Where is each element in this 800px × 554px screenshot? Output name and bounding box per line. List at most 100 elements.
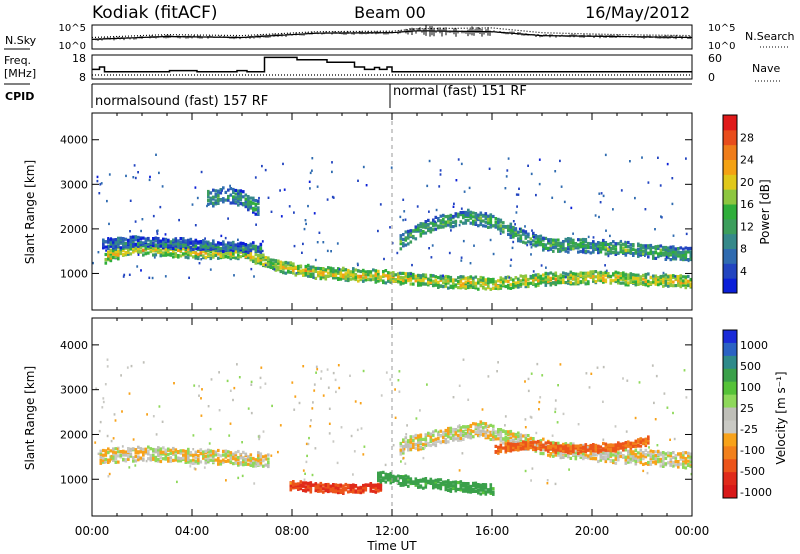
power-cell (482, 213, 485, 217)
velocity-cell (452, 427, 455, 432)
power-cell (544, 275, 548, 279)
power-cell (497, 227, 500, 231)
power-cell (219, 247, 223, 251)
power-cell (177, 254, 180, 258)
velocity-cell (339, 483, 343, 487)
power-cell (365, 184, 368, 187)
velocity-cell (132, 459, 135, 463)
power-cell (362, 276, 365, 280)
power-cell (559, 275, 563, 279)
velocity-cell (554, 450, 558, 454)
velocity-cell (524, 426, 527, 429)
power-cell (207, 240, 210, 244)
power-cell (129, 237, 133, 241)
power-cell (154, 253, 158, 257)
velocity-cell (257, 453, 260, 458)
power-cell (252, 198, 255, 202)
power-cell (303, 227, 306, 231)
power-cell (322, 267, 325, 271)
velocity-cell (597, 447, 600, 451)
power-cell (179, 254, 183, 258)
power-cell (124, 253, 128, 257)
power-cell (219, 198, 223, 202)
velocity-cell (468, 430, 471, 433)
power-cell (554, 170, 557, 173)
velocity-cell (502, 441, 505, 445)
power-cell (524, 281, 528, 285)
power-cell (664, 276, 668, 280)
velocity-cell (612, 449, 615, 453)
velocity-cell (407, 443, 410, 447)
power-cell (227, 247, 230, 251)
power-cell (484, 220, 488, 224)
velocity-cell (222, 458, 225, 462)
velocity-cell (637, 458, 640, 462)
power-cell (602, 280, 605, 284)
velocity-cell (536, 444, 539, 447)
power-cell (507, 224, 510, 228)
power-cell (639, 246, 643, 250)
velocity-cell (292, 483, 295, 487)
power-cell (227, 251, 230, 256)
power-cell (624, 245, 628, 249)
power-cell (162, 244, 165, 248)
power-cell (639, 251, 643, 255)
velocity-cell (479, 420, 483, 424)
power-cell (409, 231, 413, 235)
power-cell (567, 275, 570, 279)
velocity-cell (524, 469, 527, 473)
power-cell (482, 286, 485, 290)
power-cell (202, 241, 205, 245)
power-cell (472, 284, 475, 288)
power-cell (672, 274, 675, 278)
power-cell (509, 264, 512, 267)
velocity-cell (439, 434, 443, 438)
velocity-cell (419, 409, 421, 412)
power-cell (684, 246, 688, 250)
power-cell (330, 250, 332, 253)
power-cell (494, 225, 498, 229)
power-cell (169, 246, 173, 250)
power-cell (402, 198, 405, 201)
velocity-cell (609, 443, 613, 447)
power-cell (464, 284, 468, 288)
velocity-cell (167, 456, 170, 460)
power-cell (509, 228, 513, 232)
power-cell (104, 240, 108, 244)
power-cell (422, 222, 425, 226)
velocity-cell (585, 372, 588, 375)
velocity-cell (414, 436, 418, 440)
power-cell (147, 242, 150, 246)
velocity-cell (509, 442, 513, 446)
velocity-cell (241, 441, 243, 444)
velocity-cell (271, 404, 273, 408)
power-cell (247, 244, 250, 248)
power-cell (267, 196, 270, 199)
power-cell (304, 272, 308, 276)
velocity-cell (422, 446, 425, 451)
power-cell (652, 254, 655, 258)
power-cell (512, 282, 515, 286)
power-cell (627, 273, 630, 277)
velocity-cell (614, 445, 618, 449)
power-cell (584, 243, 588, 247)
velocity-cell (328, 422, 331, 425)
power-cell (624, 283, 628, 287)
power-cell (569, 273, 573, 277)
velocity-cell (232, 454, 235, 458)
power-cell (464, 218, 468, 222)
velocity-cell (472, 481, 475, 485)
power-cell (136, 265, 139, 268)
velocity-cell (172, 446, 175, 451)
velocity-cell (524, 441, 528, 445)
power-cell (227, 248, 230, 252)
power-cell (627, 277, 630, 281)
velocity-cell (582, 457, 585, 461)
power-cell (499, 227, 503, 231)
velocity-cell (439, 482, 443, 486)
velocity-cell (562, 412, 565, 416)
power-cell (159, 250, 163, 254)
power-cell (338, 268, 341, 271)
power-cell (537, 235, 540, 239)
velocity-colorbar-tick: 500 (740, 360, 761, 373)
